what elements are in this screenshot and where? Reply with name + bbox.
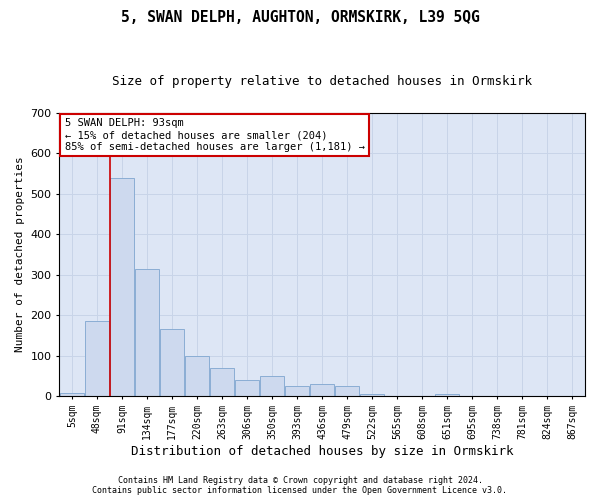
Text: 5, SWAN DELPH, AUGHTON, ORMSKIRK, L39 5QG: 5, SWAN DELPH, AUGHTON, ORMSKIRK, L39 5Q… — [121, 10, 479, 25]
Bar — [160, 330, 184, 396]
Bar — [60, 393, 84, 396]
Bar — [335, 386, 359, 396]
Bar — [135, 268, 159, 396]
X-axis label: Distribution of detached houses by size in Ormskirk: Distribution of detached houses by size … — [131, 444, 514, 458]
Bar — [260, 376, 284, 396]
Bar — [361, 394, 384, 396]
Bar — [285, 386, 309, 396]
Y-axis label: Number of detached properties: Number of detached properties — [15, 156, 25, 352]
Bar — [436, 394, 459, 396]
Text: Contains HM Land Registry data © Crown copyright and database right 2024.
Contai: Contains HM Land Registry data © Crown c… — [92, 476, 508, 495]
Bar — [110, 178, 134, 396]
Bar — [85, 321, 109, 396]
Bar — [185, 356, 209, 396]
Bar — [235, 380, 259, 396]
Bar — [210, 368, 234, 396]
Text: 5 SWAN DELPH: 93sqm
← 15% of detached houses are smaller (204)
85% of semi-detac: 5 SWAN DELPH: 93sqm ← 15% of detached ho… — [65, 118, 365, 152]
Bar — [310, 384, 334, 396]
Title: Size of property relative to detached houses in Ormskirk: Size of property relative to detached ho… — [112, 75, 532, 88]
